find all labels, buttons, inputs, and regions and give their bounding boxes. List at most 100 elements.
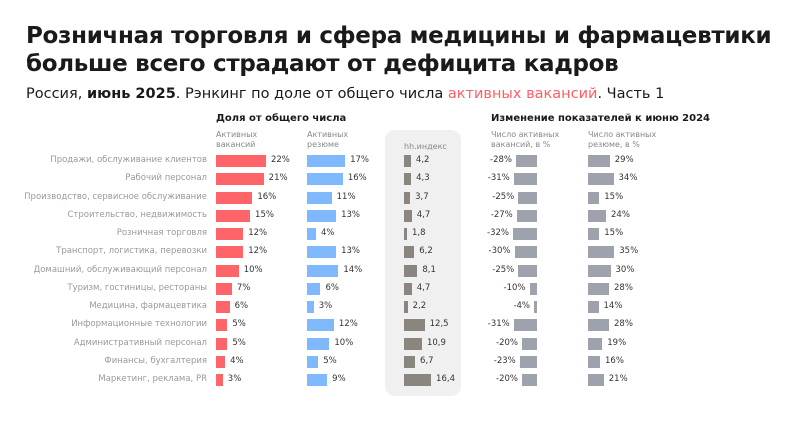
res-change-value: 15% <box>604 228 624 238</box>
res-change-value: 29% <box>614 155 634 165</box>
hh-index-value: 2,2 <box>412 301 427 311</box>
hh-index-bar <box>404 337 422 350</box>
vacancies-value: 12% <box>248 228 268 238</box>
hh-index-bar <box>404 374 432 386</box>
hh-index-value: 10,9 <box>426 337 446 348</box>
resumes-value: 12% <box>338 319 358 330</box>
res-change-value: 14% <box>603 301 623 311</box>
resumes-value: 9% <box>332 374 346 384</box>
subtitle-pre: Россия, <box>26 86 87 102</box>
res-change-value: 34% <box>618 173 638 184</box>
res-change-value: 21% <box>608 374 628 384</box>
col-resumes: Активных резюме <box>307 130 349 149</box>
vacancies-bar <box>216 337 228 350</box>
res-change-value: 16% <box>605 355 624 366</box>
hh-index-value: 4,2 <box>415 155 430 165</box>
vacancies-value: 5% <box>232 337 246 348</box>
hh-index-panel <box>385 130 461 396</box>
vacancies-value: 16% <box>257 191 277 202</box>
vacancies-value: 12% <box>248 246 268 257</box>
category-label: Туризм, гостиницы, рестораны <box>67 282 207 293</box>
res-change-bar <box>588 264 611 277</box>
res-change-bar <box>588 319 609 332</box>
vac-change-value: -25% <box>492 264 515 275</box>
vac-change-bar <box>518 191 537 204</box>
res-change-bar <box>588 374 604 386</box>
col-vac-change: Число активных вакансий, в % <box>491 130 560 149</box>
title-line-1: Розничная торговля и сфера медицины и фа… <box>26 23 772 49</box>
vacancies-value: 22% <box>270 155 290 165</box>
hh-index-bar <box>404 264 418 277</box>
hh-index-bar <box>404 301 408 313</box>
hh-index-value: 4,3 <box>416 173 430 184</box>
category-label: Информационные технологии <box>71 319 207 330</box>
vacancies-bar <box>216 209 251 222</box>
category-label: Административный персонал <box>73 337 207 348</box>
vacancies-value: 3% <box>227 374 242 384</box>
category-label: Маркетинг, реклама, PR <box>98 374 207 384</box>
category-label: Продажи, обслуживание клиентов <box>50 155 207 165</box>
group1-title: Доля от общего числа <box>216 113 347 124</box>
resumes-bar <box>307 337 330 350</box>
category-label: Транспорт, логистика, перевозки <box>56 246 207 257</box>
vacancies-value: 10% <box>243 264 263 275</box>
hh-index-bar <box>404 282 412 295</box>
resumes-value: 14% <box>343 264 363 275</box>
hh-index-bar <box>404 209 412 222</box>
hh-index-value: 4,7 <box>416 209 431 220</box>
vac-change-value: -30% <box>488 246 511 257</box>
vac-change-value: -25% <box>492 191 515 202</box>
vac-change-bar <box>519 355 537 368</box>
vac-change-value: -4% <box>513 301 530 311</box>
vac-change-value: -28% <box>490 155 512 165</box>
category-label: Финансы, бухгалтерия <box>104 355 207 366</box>
subtitle-post: . Часть 1 <box>597 86 665 102</box>
vac-change-bar <box>518 264 537 277</box>
col-hh-index: hh.индекс <box>404 142 447 151</box>
resumes-bar <box>307 173 343 186</box>
res-change-bar <box>588 228 600 240</box>
resumes-value: 16% <box>347 173 367 184</box>
col-vacancies: Активных вакансий <box>216 130 258 149</box>
res-change-bar <box>588 355 600 368</box>
vac-change-bar <box>513 319 537 332</box>
chart-title: Розничная торговля и сфера медицины и фа… <box>26 22 772 78</box>
resumes-value: 13% <box>341 209 361 220</box>
resumes-bar <box>307 319 334 332</box>
category-label: Домашний, обслуживающий персонал <box>33 264 207 275</box>
vac-change-value: -31% <box>487 173 510 184</box>
vac-change-value: -32% <box>487 228 509 238</box>
res-change-value: 28% <box>614 319 633 330</box>
vacancies-bar <box>216 319 228 332</box>
resumes-bar <box>307 264 339 277</box>
res-change-value: 28% <box>614 282 633 293</box>
resumes-value: 11% <box>336 191 356 202</box>
vac-change-bar <box>516 155 537 167</box>
resumes-bar <box>307 155 346 167</box>
res-change-value: 15% <box>604 191 624 202</box>
res-change-value: 30% <box>615 264 635 275</box>
hh-index-value: 6,7 <box>420 355 434 366</box>
category-label: Рабочий персонал <box>125 173 207 184</box>
hh-index-bar <box>404 246 415 259</box>
res-change-value: 24% <box>611 209 630 220</box>
hh-index-value: 12,5 <box>429 319 449 330</box>
hh-index-bar <box>404 155 411 167</box>
resumes-value: 17% <box>350 155 369 165</box>
vac-change-bar <box>522 337 537 350</box>
vac-change-value: -20% <box>496 374 518 384</box>
vac-change-value: -23% <box>493 355 516 366</box>
vac-change-bar <box>513 228 537 240</box>
category-label: Строительство, недвижимость <box>67 209 208 220</box>
resumes-value: 5% <box>323 355 337 366</box>
res-change-bar <box>588 301 599 313</box>
hh-index-value: 1,8 <box>411 228 426 238</box>
vac-change-bar <box>514 246 537 259</box>
res-change-bar <box>588 155 610 167</box>
category-label: Медицина, фармацевтика <box>89 301 207 311</box>
res-change-bar <box>588 209 606 222</box>
resumes-bar <box>307 191 332 204</box>
vac-change-bar <box>529 282 537 295</box>
resumes-bar <box>307 374 328 386</box>
resumes-bar <box>307 282 321 295</box>
